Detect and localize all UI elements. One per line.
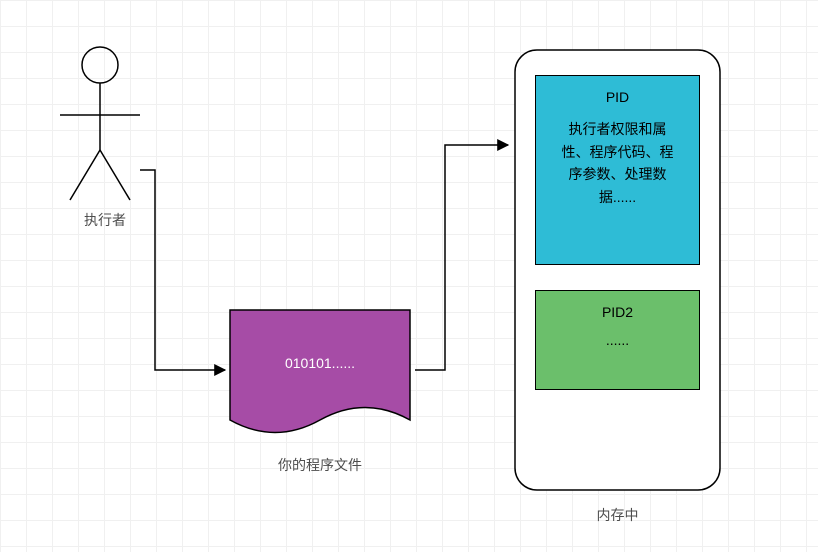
pid-box: PID 执行者权限和属性、程序代码、程序参数、处理数据......: [535, 75, 700, 265]
actor-figure: [60, 47, 140, 200]
pid2-body: ......: [544, 329, 691, 351]
pid2-title: PID2: [544, 301, 691, 323]
edge-actor-file: [140, 170, 225, 370]
memory-label: 内存中: [515, 505, 720, 525]
file-text: 010101......: [230, 355, 410, 371]
pid2-box: PID2 ......: [535, 290, 700, 390]
edge-file-memory: [415, 145, 508, 370]
pid-body: 执行者权限和属性、程序代码、程序参数、处理数据......: [544, 118, 691, 208]
pid-title: PID: [544, 86, 691, 108]
file-label: 你的程序文件: [230, 455, 410, 475]
file-shape: [230, 310, 410, 433]
actor-label: 执行者: [70, 210, 140, 230]
